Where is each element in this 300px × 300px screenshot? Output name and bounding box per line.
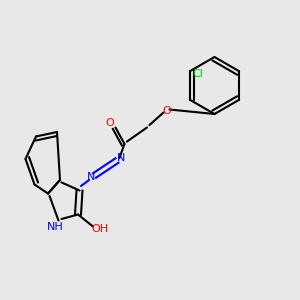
Text: O: O — [105, 118, 114, 128]
Text: N: N — [86, 172, 95, 182]
Text: NH: NH — [47, 221, 64, 232]
Text: N: N — [117, 153, 125, 163]
Text: O: O — [162, 106, 171, 116]
Text: OH: OH — [91, 224, 109, 235]
Text: Cl: Cl — [193, 69, 204, 79]
